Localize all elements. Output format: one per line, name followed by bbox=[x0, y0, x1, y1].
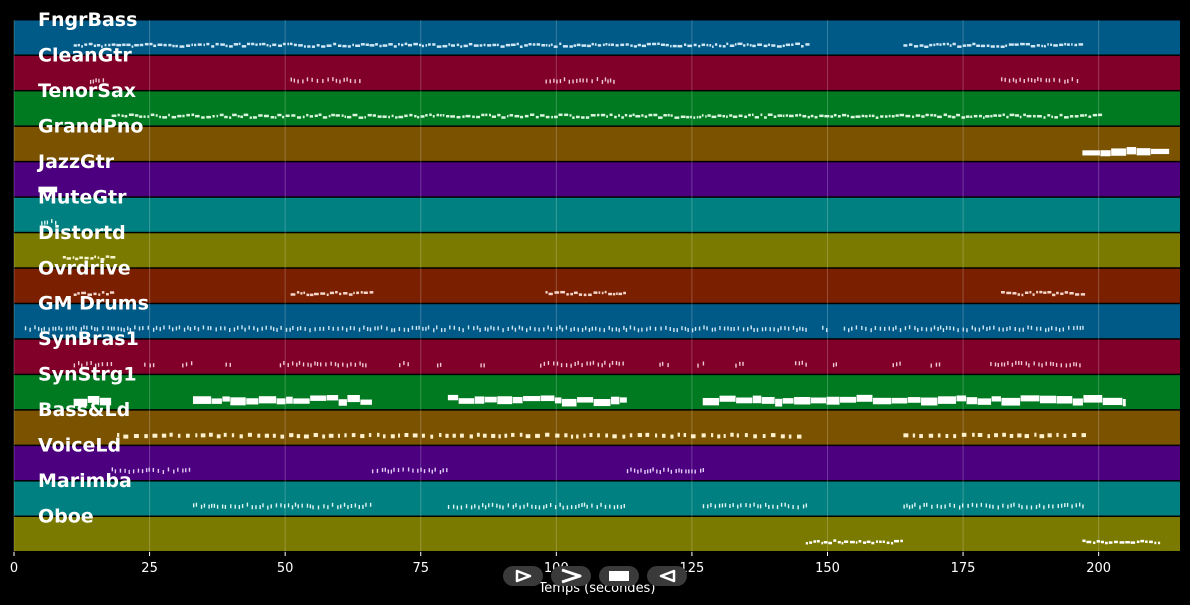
note-segment-3-0 bbox=[1082, 147, 1170, 157]
lane-label-13: Marimba bbox=[38, 470, 132, 492]
note-segment-0-1 bbox=[903, 42, 1084, 49]
note-segment-12-2 bbox=[626, 467, 705, 475]
note-segment-8-0 bbox=[24, 325, 807, 333]
x-tick-label-6: 150 bbox=[815, 561, 840, 576]
note-segment-1-3 bbox=[1001, 77, 1079, 84]
note-segment-9-14 bbox=[892, 361, 901, 368]
note-segment-9-0 bbox=[73, 360, 113, 368]
lanes-group bbox=[14, 20, 1180, 551]
note-segment-9-5 bbox=[399, 361, 409, 368]
x-tick-label-2: 50 bbox=[277, 561, 294, 576]
note-segment-12-0 bbox=[111, 467, 191, 475]
lane-label-5: MuteGtr bbox=[38, 186, 127, 208]
note-segment-9-10 bbox=[697, 361, 705, 368]
lane-band-1 bbox=[14, 55, 1180, 90]
note-segment-11-0 bbox=[117, 432, 802, 439]
note-segment-9-11 bbox=[735, 361, 744, 368]
play-icon bbox=[515, 569, 532, 583]
note-segment-10-0 bbox=[73, 396, 112, 407]
note-segment-14-1 bbox=[1082, 539, 1161, 545]
lane-label-9: SynBras1 bbox=[38, 328, 139, 350]
note-segment-13-2 bbox=[702, 502, 808, 510]
lane-label-4: JazzGtr bbox=[36, 151, 115, 173]
lane-band-8 bbox=[14, 304, 1180, 339]
notes-group bbox=[24, 42, 1170, 545]
note-segment-9-16 bbox=[990, 360, 1081, 368]
rewind-button[interactable] bbox=[647, 566, 687, 586]
note-segment-9-8 bbox=[540, 360, 624, 368]
lane-label-1: CleanGtr bbox=[38, 44, 132, 66]
grid-lines bbox=[13, 20, 1100, 552]
note-segment-9-7 bbox=[480, 363, 485, 368]
stop-icon bbox=[609, 571, 629, 581]
note-segment-9-3 bbox=[225, 362, 231, 367]
note-segment-2-0 bbox=[111, 113, 1103, 119]
lane-band-9 bbox=[14, 339, 1180, 374]
note-segment-9-9 bbox=[659, 361, 669, 368]
fast-forward-button[interactable] bbox=[551, 566, 591, 586]
note-segment-0-0 bbox=[73, 42, 810, 48]
lane-band-12 bbox=[14, 446, 1180, 481]
lane-band-7 bbox=[14, 268, 1180, 303]
lane-label-2: TenorSax bbox=[38, 80, 136, 102]
lane-band-6 bbox=[14, 233, 1180, 268]
lane-label-7: Ovrdrive bbox=[38, 257, 131, 279]
lane-label-11: Bass&Ld bbox=[38, 399, 130, 421]
note-segment-6-0 bbox=[62, 255, 116, 261]
note-segment-13-1 bbox=[447, 502, 625, 510]
note-segment-9-4 bbox=[279, 360, 367, 368]
lane-label-3: GrandPno bbox=[38, 115, 143, 137]
stop-button[interactable] bbox=[599, 566, 639, 586]
note-segment-7-0 bbox=[73, 291, 115, 296]
lane-label-10: SynStrg1 bbox=[38, 364, 137, 386]
x-tick-label-7: 175 bbox=[951, 561, 976, 576]
note-segment-9-6 bbox=[437, 362, 442, 368]
note-segment-4-0 bbox=[38, 186, 58, 193]
lane-label-8: GM Drums bbox=[38, 293, 149, 315]
note-segment-9-15 bbox=[930, 362, 941, 368]
note-segment-10-2 bbox=[447, 394, 627, 407]
lane-band-14 bbox=[14, 517, 1180, 551]
note-segment-9-2 bbox=[182, 361, 193, 368]
note-segment-5-0 bbox=[41, 219, 57, 226]
lane-band-3 bbox=[14, 126, 1180, 161]
lane-band-5 bbox=[14, 197, 1180, 232]
note-segment-8-1 bbox=[822, 325, 828, 333]
lane-band-13 bbox=[14, 481, 1180, 516]
note-segment-14-0 bbox=[805, 539, 903, 545]
note-segment-9-13 bbox=[832, 362, 837, 368]
note-segment-10-3 bbox=[702, 394, 1126, 407]
x-tick-label-3: 75 bbox=[412, 561, 429, 576]
lane-label-0: FngrBass bbox=[38, 9, 137, 31]
note-segment-11-1 bbox=[903, 432, 1086, 439]
note-segment-7-2 bbox=[545, 290, 626, 297]
lane-label-14: Oboe bbox=[38, 506, 94, 528]
note-segment-1-2 bbox=[545, 77, 615, 84]
lane-band-0 bbox=[14, 20, 1180, 55]
note-segment-1-0 bbox=[89, 78, 105, 84]
note-segment-9-1 bbox=[144, 362, 155, 368]
note-segment-1-1 bbox=[290, 77, 361, 84]
x-tick-label-8: 200 bbox=[1086, 561, 1111, 576]
note-segment-13-0 bbox=[192, 502, 372, 510]
lane-label-6: Distortd bbox=[38, 222, 126, 244]
x-tick-label-0: 0 bbox=[10, 561, 18, 576]
note-segment-10-1 bbox=[192, 395, 372, 406]
fast-forward-icon bbox=[561, 568, 582, 584]
note-segment-7-1 bbox=[290, 290, 374, 297]
note-segment-7-3 bbox=[1001, 290, 1086, 297]
note-segment-9-12 bbox=[794, 360, 807, 367]
lane-band-4 bbox=[14, 162, 1180, 197]
note-segment-12-1 bbox=[371, 467, 448, 475]
lane-band-11 bbox=[14, 410, 1180, 445]
x-tick-label-1: 25 bbox=[141, 561, 158, 576]
lane-labels: FngrBass CleanGtr TenorSax GrandPno JazzGtr M… bbox=[36, 9, 149, 528]
lane-band-2 bbox=[14, 91, 1180, 126]
note-segment-8-2 bbox=[843, 325, 1084, 333]
play-button[interactable] bbox=[503, 566, 543, 586]
lane-label-12: VoiceLd bbox=[38, 435, 121, 457]
note-segment-13-3 bbox=[903, 502, 1084, 510]
rewind-icon bbox=[659, 569, 676, 583]
